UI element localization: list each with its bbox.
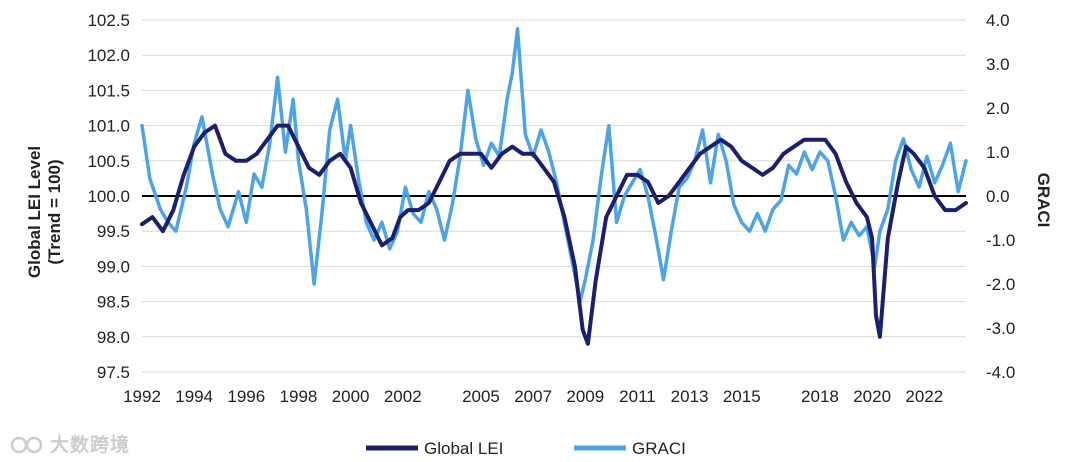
x-tick-label: 2011 [619, 387, 656, 406]
left-tick-label: 102.5 [87, 11, 130, 30]
right-tick-label: 4.0 [986, 11, 1010, 30]
left-tick-label: 101.0 [87, 117, 130, 136]
x-tick-label: 1998 [280, 387, 318, 406]
x-tick-label: 2002 [384, 387, 422, 406]
x-tick-label: 1994 [175, 387, 213, 406]
left-tick-label: 101.5 [87, 81, 130, 100]
x-tick-label: 2009 [566, 387, 604, 406]
left-tick-label: 99.5 [97, 222, 130, 241]
x-tick-label: 1996 [227, 387, 265, 406]
right-tick-label: -1.0 [986, 231, 1015, 250]
left-axis-title-line2: (Trend = 100) [45, 159, 64, 264]
watermark-logo-icon [10, 436, 43, 454]
legend-label-graci: GRACI [632, 439, 686, 458]
legend: Global LEI GRACI [366, 439, 686, 458]
x-tick-label: 1992 [123, 387, 161, 406]
right-tick-label: -2.0 [986, 275, 1015, 294]
right-tick-label: 2.0 [986, 99, 1010, 118]
x-tick-label: 2015 [723, 387, 761, 406]
series-layer [140, 27, 968, 346]
x-tick-label: 2022 [905, 387, 943, 406]
right-tick-label: 0.0 [986, 187, 1010, 206]
legend-label-global-lei: Global LEI [424, 439, 503, 458]
left-tick-label: 98.0 [97, 328, 130, 347]
right-tick-label: -3.0 [986, 319, 1015, 338]
watermark: 大数跨境 [10, 430, 130, 457]
left-tick-label: 97.5 [97, 363, 130, 382]
left-tick-label: 98.5 [97, 293, 130, 312]
left-axis-ticks: 97.5 98.0 98.5 99.0 99.5 100.0 100.5 101.0 101.5… [87, 11, 130, 382]
x-tick-label: 2000 [332, 387, 370, 406]
left-tick-label: 99.0 [97, 257, 130, 276]
right-tick-label: -4.0 [986, 363, 1015, 382]
series-line-graci [140, 27, 968, 304]
x-tick-label: 2018 [801, 387, 839, 406]
right-axis-ticks: -4.0 -3.0 -2.0 -1.0 0.0 1.0 2.0 3.0 4.0 [986, 11, 1015, 382]
right-axis-title: GRACI [1034, 173, 1053, 228]
x-tick-label: 2005 [462, 387, 500, 406]
left-tick-label: 102.0 [87, 46, 130, 65]
x-tick-label: 2020 [853, 387, 891, 406]
x-tick-label: 2007 [514, 387, 552, 406]
right-tick-label: 3.0 [986, 55, 1010, 74]
series-line-global-lei [140, 123, 968, 346]
left-axis-title-line1: Global LEI Level [25, 146, 44, 278]
x-axis-ticks: 1992 1994 1996 1998 2000 2002 2005 2007 2009 2011… [123, 387, 943, 406]
right-tick-label: 1.0 [986, 143, 1010, 162]
left-tick-label: 100.0 [87, 187, 130, 206]
watermark-text: 大数跨境 [50, 434, 131, 456]
x-tick-label: 2013 [671, 387, 709, 406]
left-tick-label: 100.5 [87, 152, 130, 171]
